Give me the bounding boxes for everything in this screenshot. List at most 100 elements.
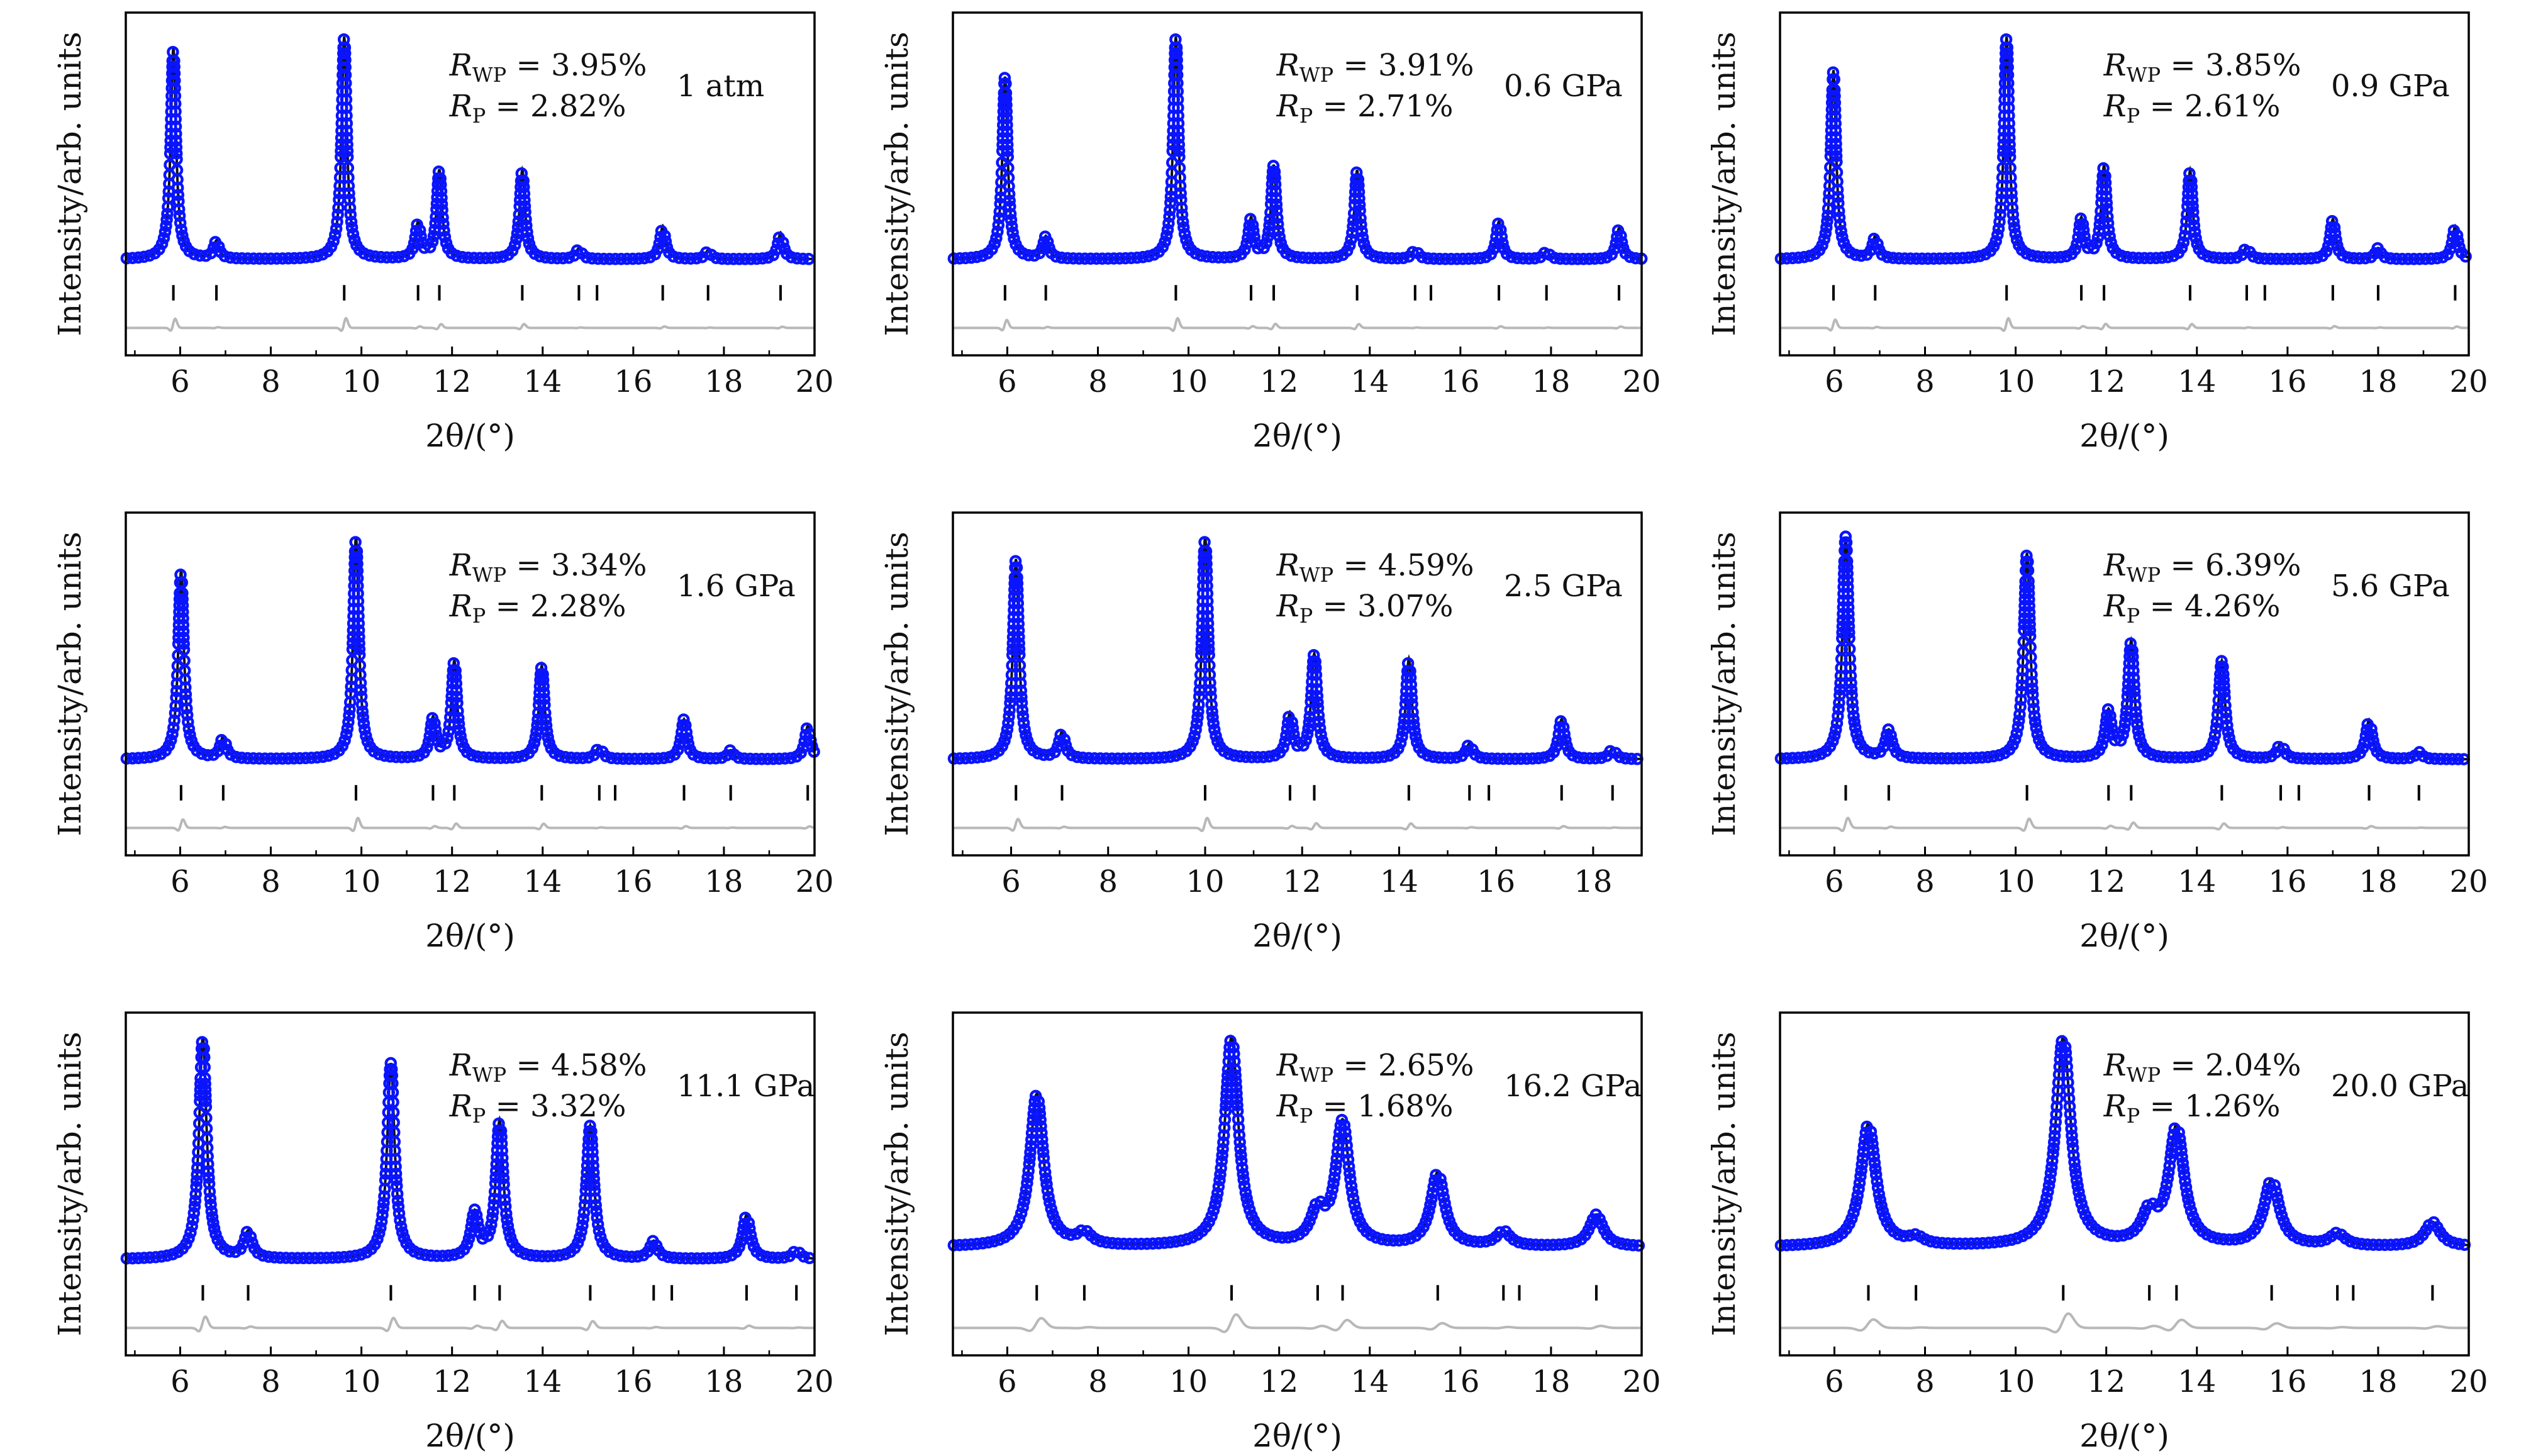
panel-3: 6 8 10 12 14 16 18 20 2θ/(°) Intensity/arb. units…: [1706, 11, 2488, 454]
pressure-label: 20.0 GPa: [2331, 1069, 2469, 1104]
x-tick-label: 20: [2449, 1364, 2488, 1399]
rwp-annotation: RWP = 4.59%: [1276, 548, 1474, 587]
x-tick-label: 18: [1532, 1364, 1570, 1399]
x-tick-label: 12: [1260, 1364, 1298, 1399]
rp-annotation: RP = 2.82%: [449, 89, 626, 128]
x-tick-label: 12: [2087, 864, 2125, 899]
x-tick-label: 16: [1477, 864, 1515, 899]
x-tick-label: 14: [1350, 364, 1389, 399]
observed-points: [120, 1036, 816, 1265]
x-axis-title: 2θ/(°): [1252, 918, 1342, 954]
rwp-annotation: RWP = 3.91%: [1276, 48, 1474, 87]
x-tick-label: 10: [1169, 364, 1208, 399]
panel-7: 6 8 10 12 14 16 18 20 2θ/(°) Intensity/arb. units…: [52, 1011, 834, 1454]
rwp-annotation: RWP = 3.95%: [449, 48, 647, 87]
rp-annotation: RP = 2.28%: [449, 589, 626, 628]
rwp-annotation: RWP = 4.58%: [449, 1048, 647, 1087]
rp-annotation: RP = 3.32%: [449, 1089, 626, 1128]
x-tick-label: 20: [795, 864, 833, 899]
rwp-annotation: RWP = 3.34%: [449, 548, 647, 587]
pressure-label: 16.2 GPa: [1504, 1069, 1642, 1104]
x-tick-label: 18: [704, 864, 743, 899]
observed-points: [947, 536, 1644, 765]
rp-annotation: RP = 2.61%: [2103, 89, 2281, 128]
x-tick-label: 14: [2178, 1364, 2216, 1399]
rwp-annotation: RWP = 2.65%: [1276, 1048, 1474, 1087]
x-tick-label: 10: [1996, 364, 2035, 399]
rwp-annotation: RWP = 2.04%: [2103, 1048, 2301, 1087]
x-tick-label: 16: [2268, 864, 2306, 899]
difference-curve: [1780, 1312, 2469, 1334]
x-tick-label: 14: [523, 1364, 562, 1399]
plot-frame: [125, 11, 816, 357]
pressure-label: 0.6 GPa: [1504, 69, 1623, 104]
x-tick-label: 16: [2268, 1364, 2306, 1399]
rp-annotation: RP = 1.26%: [2103, 1089, 2281, 1128]
plot-frame: [1779, 511, 2470, 857]
y-axis-title: Intensity/arb. units: [879, 31, 915, 336]
observed-points: [1774, 1035, 2471, 1252]
x-tick-label: 14: [523, 364, 562, 399]
x-tick-label: 18: [2359, 364, 2397, 399]
observed-points: [120, 33, 815, 265]
panel-1: 6 8 10 12 14 16 18 20 2θ/(°) Intensity/arb. units…: [52, 11, 834, 454]
difference-curve: [953, 316, 1642, 332]
plot-frame: [125, 1011, 816, 1357]
x-tick-label: 20: [2449, 864, 2488, 899]
x-tick-label: 16: [614, 864, 652, 899]
x-tick-label: 16: [2268, 364, 2306, 399]
x-tick-label: 6: [998, 1364, 1017, 1399]
x-tick-label: 16: [614, 364, 652, 399]
x-tick-label: 14: [1380, 864, 1418, 899]
y-axis-title: Intensity/arb. units: [1706, 1031, 1742, 1336]
y-axis-title: Intensity/arb. units: [1706, 531, 1742, 836]
observed-points: [947, 33, 1648, 265]
x-tick-label: 10: [1169, 1364, 1208, 1399]
x-tick-label: 8: [1098, 864, 1118, 899]
panel-8: 6 8 10 12 14 16 18 20 2θ/(°) Intensity/arb. units…: [879, 1011, 1661, 1454]
x-tick-label: 6: [998, 364, 1017, 399]
x-tick-label: 12: [433, 364, 471, 399]
plot-frame: [125, 511, 816, 857]
difference-curve: [953, 1313, 1642, 1333]
x-axis-title: 2θ/(°): [425, 1418, 515, 1454]
difference-curve: [126, 1315, 815, 1333]
y-axis-title: Intensity/arb. units: [879, 531, 915, 836]
observed-points: [120, 536, 820, 765]
difference-curve: [1780, 316, 2469, 332]
x-tick-label: 8: [1915, 1364, 1935, 1399]
plot-frame: [1779, 1011, 2470, 1357]
panel-6: 6 8 10 12 14 16 18 20 2θ/(°) Intensity/arb. units…: [1706, 511, 2488, 954]
x-tick-label: 18: [2359, 1364, 2397, 1399]
x-tick-label: 12: [1260, 364, 1298, 399]
rwp-annotation: RWP = 6.39%: [2103, 548, 2301, 587]
difference-curve: [126, 816, 815, 833]
x-tick-label: 6: [1825, 364, 1844, 399]
x-tick-label: 20: [795, 1364, 833, 1399]
x-tick-label: 18: [1532, 364, 1570, 399]
x-tick-label: 8: [1915, 364, 1935, 399]
x-axis-title: 2θ/(°): [2079, 418, 2169, 454]
rwp-annotation: RWP = 3.85%: [2103, 48, 2301, 87]
x-tick-label: 12: [2087, 364, 2125, 399]
x-tick-label: 18: [704, 364, 743, 399]
x-tick-label: 6: [170, 1364, 190, 1399]
x-tick-label: 12: [1283, 864, 1321, 899]
x-tick-label: 8: [261, 364, 281, 399]
x-axis-title: 2θ/(°): [1252, 1418, 1342, 1454]
x-tick-label: 20: [2449, 364, 2488, 399]
y-axis-title: Intensity/arb. units: [52, 531, 88, 836]
pressure-label: 0.9 GPa: [2331, 69, 2450, 104]
x-tick-label: 18: [2359, 864, 2397, 899]
y-axis-title: Intensity/arb. units: [52, 31, 88, 336]
rp-annotation: RP = 1.68%: [1276, 1089, 1454, 1128]
difference-curve: [1780, 816, 2469, 833]
x-axis-title: 2θ/(°): [2079, 1418, 2169, 1454]
x-axis-title: 2θ/(°): [1252, 418, 1342, 454]
x-tick-label: 16: [1441, 364, 1479, 399]
x-tick-label: 6: [170, 364, 190, 399]
x-tick-label: 10: [1996, 1364, 2035, 1399]
rp-annotation: RP = 2.71%: [1276, 89, 1454, 128]
x-tick-label: 8: [1088, 364, 1108, 399]
plot-frame: [952, 511, 1643, 857]
